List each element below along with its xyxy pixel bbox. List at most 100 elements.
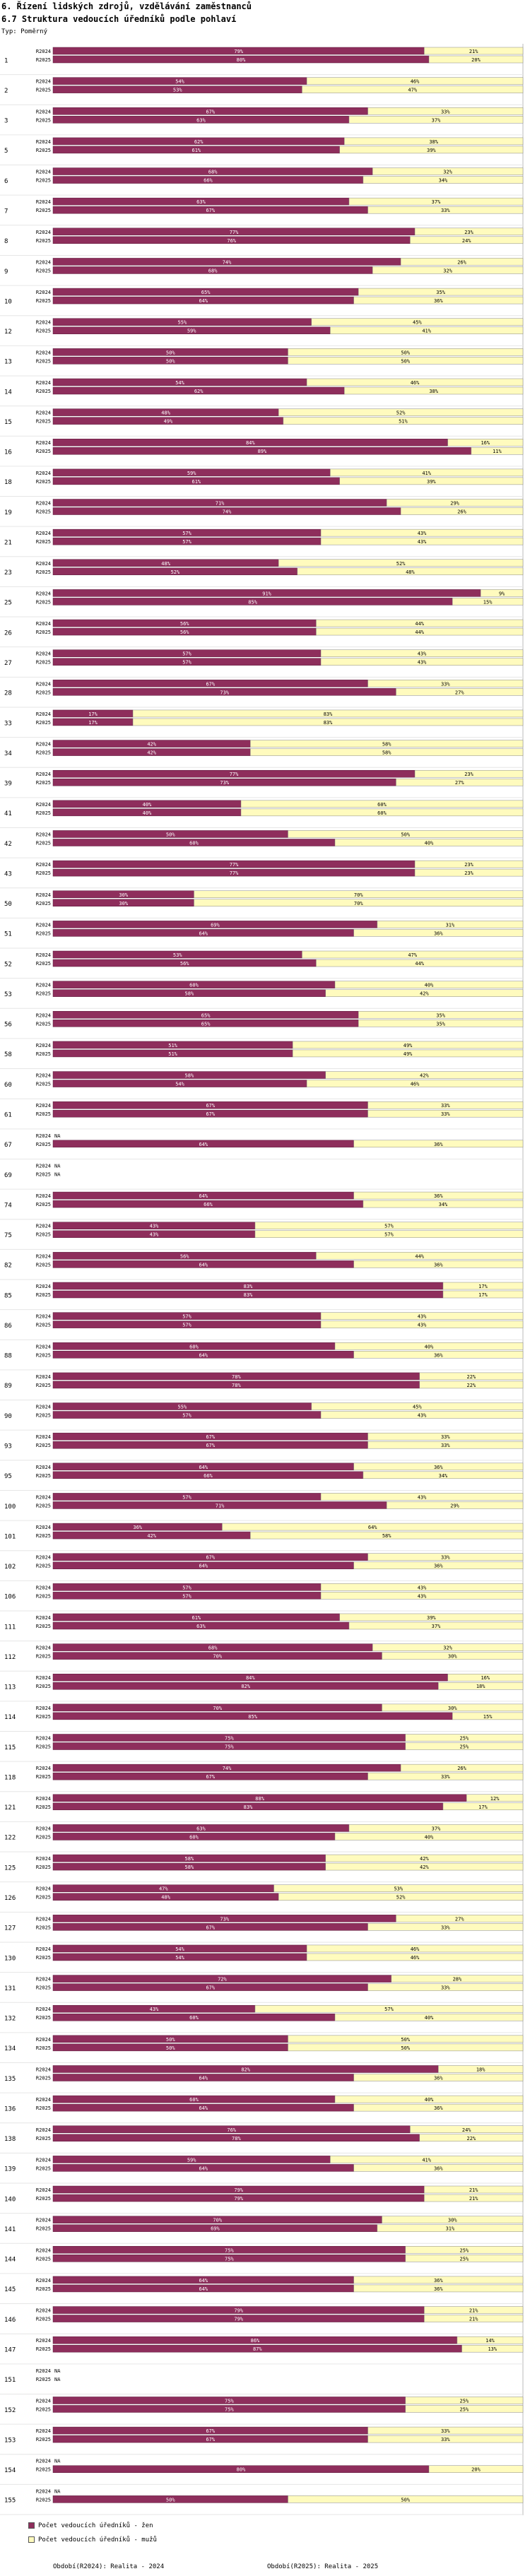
period-label: R2025 bbox=[36, 1744, 51, 1750]
value-label-men: 26% bbox=[457, 259, 466, 265]
value-label-women: 75% bbox=[225, 1744, 234, 1750]
period-label: R2025 bbox=[36, 690, 51, 695]
bar-men bbox=[344, 137, 524, 146]
period-label: R2024 bbox=[36, 199, 51, 205]
value-label-women: 87% bbox=[253, 2346, 262, 2352]
value-label-women: 67% bbox=[206, 1103, 215, 1109]
period-label: R2025 bbox=[36, 1443, 51, 1448]
period-label: R2024 bbox=[36, 170, 51, 175]
value-label-men: 43% bbox=[418, 1593, 427, 1599]
period-label: R2024 bbox=[36, 1043, 51, 1048]
period-label: R2024 bbox=[36, 109, 51, 114]
value-label-women: 59% bbox=[187, 329, 196, 334]
value-label-men: 22% bbox=[467, 1374, 476, 1380]
section-heading: 6. Řízení lidských zdrojů, vzdělávání za… bbox=[1, 1, 252, 11]
na-label: NA bbox=[54, 2377, 61, 2382]
period-label: R2024 bbox=[36, 410, 51, 416]
group-label: 28 bbox=[4, 690, 12, 697]
period-label: R2024 bbox=[36, 1766, 51, 1771]
value-label-men: 21% bbox=[469, 2317, 478, 2322]
bar-men bbox=[400, 1763, 524, 1772]
value-label-women: 62% bbox=[194, 389, 204, 394]
bar-men bbox=[320, 1312, 524, 1320]
group-label: 89 bbox=[4, 1383, 12, 1390]
group-label: 152 bbox=[4, 2407, 16, 2414]
bar-men bbox=[396, 778, 524, 786]
group-label: 74 bbox=[4, 1202, 12, 1209]
bar-men bbox=[288, 2035, 524, 2043]
group-label: 12 bbox=[4, 329, 12, 336]
value-label-women: 51% bbox=[168, 1043, 177, 1048]
value-label-men: 22% bbox=[467, 1383, 476, 1388]
period-label: R2024 bbox=[36, 1193, 51, 1199]
value-label-men: 57% bbox=[384, 1224, 394, 1229]
period-label: R2025 bbox=[36, 268, 51, 273]
group-label: 113 bbox=[4, 1684, 16, 1691]
period-label: R2025 bbox=[36, 1503, 51, 1508]
value-label-women: 61% bbox=[192, 479, 201, 485]
bar-men bbox=[320, 649, 524, 657]
value-label-women: 63% bbox=[196, 1624, 206, 1629]
period-label: R2025 bbox=[36, 88, 51, 93]
group-label: 10 bbox=[4, 298, 12, 305]
value-label-women: 61% bbox=[192, 148, 201, 153]
period-label: R2025 bbox=[36, 1985, 51, 1991]
bar-men bbox=[452, 1712, 524, 1720]
period-label: R2024 bbox=[36, 1405, 51, 1410]
value-label-men: 57% bbox=[384, 2007, 394, 2012]
value-label-women: 59% bbox=[187, 2157, 196, 2163]
value-label-men: 16% bbox=[481, 1675, 490, 1681]
value-label-men: 23% bbox=[464, 772, 473, 777]
value-label-women: 48% bbox=[161, 410, 170, 416]
value-label-men: 27% bbox=[455, 780, 464, 786]
na-label: NA bbox=[54, 1163, 61, 1169]
value-label-men: 33% bbox=[441, 1103, 450, 1109]
value-label-men: 51% bbox=[399, 419, 408, 425]
period-label: R2024 bbox=[36, 1675, 51, 1681]
value-label-women: 53% bbox=[173, 88, 182, 93]
bar-men bbox=[320, 1493, 524, 1501]
period-label: R2024 bbox=[36, 561, 51, 567]
period-label: R2025 bbox=[36, 1714, 51, 1720]
bar-men bbox=[367, 1772, 524, 1780]
group-label: 102 bbox=[4, 1564, 16, 1571]
value-label-men: 23% bbox=[464, 230, 473, 235]
bar-men bbox=[334, 839, 524, 846]
value-label-men: 14% bbox=[485, 2338, 495, 2344]
bar-men bbox=[353, 2074, 524, 2081]
value-label-men: 26% bbox=[457, 1766, 466, 1771]
value-label-men: 23% bbox=[464, 870, 473, 876]
bar-men bbox=[367, 1923, 524, 1931]
value-label-men: 25% bbox=[460, 2256, 469, 2262]
value-label-men: 58% bbox=[382, 750, 391, 756]
value-label-women: 70% bbox=[213, 1706, 222, 1711]
bar-men bbox=[311, 318, 524, 326]
group-label: 151 bbox=[4, 2377, 16, 2384]
group-label: 112 bbox=[4, 1654, 16, 1661]
value-label-men: 9% bbox=[499, 591, 505, 596]
value-label-men: 60% bbox=[377, 810, 387, 816]
value-label-men: 23% bbox=[464, 862, 473, 868]
period-label: R2025 bbox=[36, 2045, 51, 2051]
bar-men bbox=[410, 236, 524, 244]
value-label-men: 40% bbox=[425, 1834, 434, 1840]
value-label-women: 54% bbox=[175, 1082, 184, 1087]
group-label: 33 bbox=[4, 720, 12, 727]
value-label-men: 33% bbox=[441, 1111, 450, 1117]
period-label: R2025 bbox=[36, 810, 51, 816]
value-label-men: 36% bbox=[434, 1564, 443, 1569]
period-label: R2025 bbox=[36, 1082, 51, 1087]
bar-men bbox=[320, 1321, 524, 1328]
bar-men bbox=[410, 2125, 524, 2134]
value-label-men: 37% bbox=[432, 1826, 441, 1831]
value-label-men: 64% bbox=[368, 1525, 377, 1530]
source-2024: Období(R2024): Realita - 2024 bbox=[53, 2563, 165, 2570]
group-label: 1 bbox=[4, 57, 8, 64]
value-label-women: 75% bbox=[225, 2406, 234, 2412]
period-label: R2024 bbox=[36, 2097, 51, 2103]
period-label: R2024 bbox=[36, 1073, 51, 1079]
value-label-women: 56% bbox=[180, 961, 189, 967]
value-label-men: 33% bbox=[441, 1774, 450, 1780]
bar-men bbox=[391, 1975, 524, 1983]
chart-legend: Počet vedoucích úředníků - žen Počet ved… bbox=[28, 2522, 523, 2565]
